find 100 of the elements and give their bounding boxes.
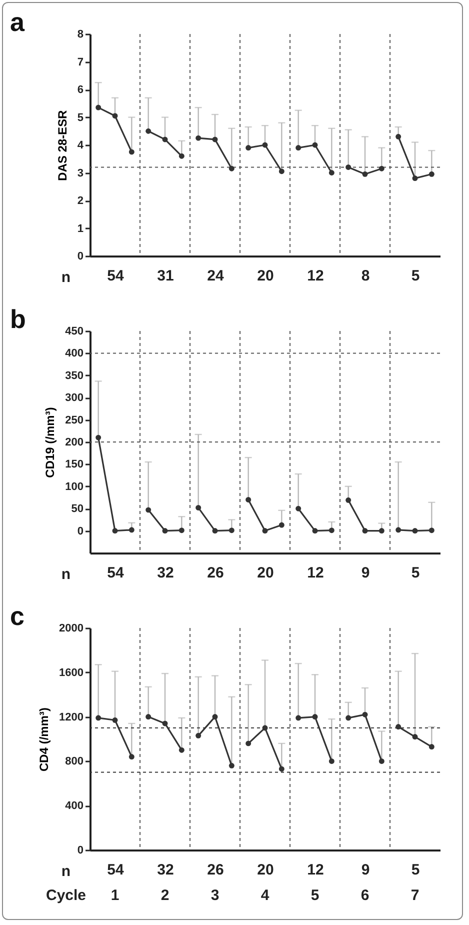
- point: [162, 720, 168, 726]
- point: [278, 766, 284, 772]
- point: [278, 168, 284, 174]
- x-tick-label: 32: [157, 862, 174, 878]
- point: [146, 128, 152, 134]
- x-tick-label: 20: [257, 862, 274, 878]
- point: [246, 496, 252, 502]
- y-tick-label: 350: [65, 370, 84, 382]
- x-tick-label: 5: [411, 564, 420, 582]
- chart-title: b: [10, 304, 26, 334]
- point: [378, 758, 384, 764]
- point: [346, 164, 352, 170]
- y-tick-label: 0: [77, 525, 84, 538]
- y-tick-label: 400: [65, 800, 84, 812]
- y-tick-label: 1200: [59, 711, 84, 724]
- y-tick-label: 1600: [59, 666, 84, 679]
- x-tick-label: 12: [307, 564, 324, 582]
- point: [296, 715, 302, 721]
- y-tick-label: 3: [77, 167, 84, 180]
- point: [378, 528, 384, 534]
- point: [346, 497, 352, 503]
- x-tick-label: 20: [257, 564, 274, 582]
- point: [362, 528, 368, 534]
- x-tick-label: 24: [207, 268, 224, 284]
- text: n: [61, 566, 71, 583]
- text: n: [61, 269, 71, 286]
- text: 5: [310, 887, 320, 904]
- point: [362, 712, 368, 718]
- y-tick-label: 8: [77, 28, 84, 40]
- y-tick-label: 800: [65, 756, 84, 768]
- x-tick-label: 31: [157, 268, 174, 284]
- point: [246, 145, 252, 151]
- y-tick-label: 450: [65, 326, 84, 338]
- y-tick-label: 300: [65, 392, 84, 404]
- text: 2: [160, 887, 170, 904]
- x-tick-label: 5: [411, 268, 420, 284]
- y-tick-label: 2000: [59, 622, 84, 634]
- point: [96, 104, 102, 110]
- point: [212, 714, 218, 720]
- point: [228, 166, 234, 172]
- text: 3: [210, 887, 220, 904]
- text: Cycle: [46, 887, 86, 904]
- point: [396, 134, 402, 140]
- y-tick-label: 50: [71, 503, 84, 516]
- x-tick-label: 26: [207, 862, 224, 878]
- point: [162, 136, 168, 142]
- point: [262, 528, 268, 534]
- point: [178, 747, 184, 753]
- chart-title: a: [10, 7, 25, 37]
- x-tick-label: 5: [411, 862, 420, 878]
- y-tick-label: 250: [65, 414, 84, 426]
- point: [428, 528, 434, 534]
- x-tick-label: 20: [257, 268, 274, 284]
- point: [128, 149, 134, 155]
- point: [128, 527, 134, 533]
- point: [362, 171, 368, 177]
- point: [328, 758, 334, 764]
- point: [112, 113, 118, 119]
- point: [346, 715, 352, 721]
- point: [196, 135, 202, 141]
- x-tick-label: 54: [107, 564, 124, 582]
- point: [228, 528, 234, 534]
- point: [312, 528, 318, 534]
- point: [212, 528, 218, 534]
- text: 6: [360, 887, 370, 904]
- point: [146, 507, 152, 513]
- point: [396, 724, 402, 730]
- y-tick-label: 2: [77, 195, 84, 207]
- y-tick-label: 0: [77, 844, 84, 856]
- point: [196, 732, 202, 738]
- x-tick-label: 8: [361, 268, 370, 284]
- y-axis-title: CD19 (/mm³): [43, 407, 58, 478]
- text: n: [61, 863, 71, 880]
- y-tick-label: 1: [77, 222, 84, 235]
- y-axis-title: CD4 (/mm³): [37, 707, 52, 772]
- point: [328, 170, 334, 176]
- point: [212, 136, 218, 142]
- x-tick-label: 12: [307, 268, 324, 284]
- x-tick-label: 12: [307, 862, 324, 878]
- y-axis-title: DAS 28-ESR: [55, 110, 70, 181]
- point: [178, 153, 184, 159]
- y-tick-label: 5: [77, 112, 84, 124]
- x-tick-label: 54: [107, 268, 124, 284]
- x-tick-label: 32: [157, 564, 174, 582]
- y-tick-label: 4: [77, 140, 84, 152]
- point: [412, 528, 418, 534]
- y-tick-label: 0: [77, 250, 84, 262]
- chart-title: c: [10, 601, 24, 631]
- point: [228, 762, 234, 768]
- point: [278, 522, 284, 528]
- point: [378, 166, 384, 172]
- point: [146, 714, 152, 720]
- x-tick-label: 26: [207, 564, 224, 582]
- point: [246, 740, 252, 746]
- point: [396, 527, 402, 533]
- y-tick-label: 150: [65, 458, 84, 471]
- point: [128, 754, 134, 760]
- point: [296, 145, 302, 151]
- point: [112, 528, 118, 534]
- point: [428, 744, 434, 750]
